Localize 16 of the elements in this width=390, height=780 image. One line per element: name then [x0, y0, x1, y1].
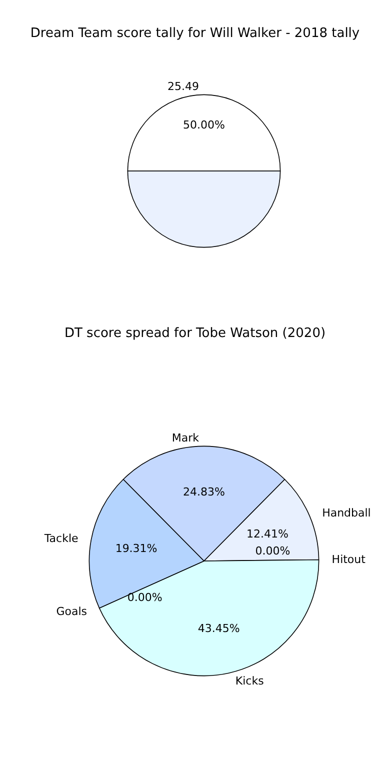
slice-label: Kicks: [235, 674, 264, 688]
data-label: 50.00%: [183, 118, 225, 132]
chart-title: DT score spread for Tobe Watson (2020): [64, 326, 326, 341]
chart-title: Dream Team score tally for Will Walker - 2018 tally: [30, 26, 360, 41]
slice-label: Handball: [322, 506, 371, 520]
data-label: 12.41%: [246, 528, 288, 541]
text: 0.00%: [255, 544, 290, 558]
slice-label: Mark: [172, 432, 200, 445]
data-label: 24.83%: [183, 486, 225, 499]
category-label: Hitout: [332, 553, 366, 566]
text: 0.00%: [127, 590, 162, 604]
data-label: 19.31%: [115, 542, 158, 555]
slice-label: 25.49: [168, 80, 199, 94]
data-label: 43.45%: [198, 622, 240, 635]
category-label: Goals: [56, 604, 87, 618]
slice-label: Tackle: [43, 532, 78, 546]
